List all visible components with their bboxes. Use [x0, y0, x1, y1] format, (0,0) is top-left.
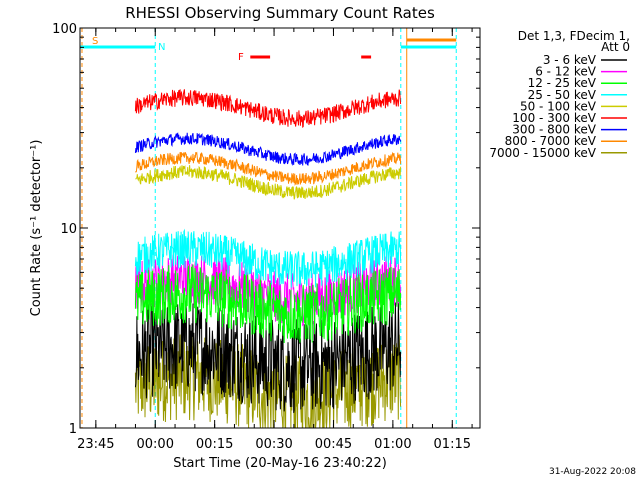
series-6-12-kev [134, 254, 402, 327]
series-300-800-kev [134, 132, 402, 167]
x-tick-label: 01:00 [374, 437, 411, 452]
y-tick-label: 1 [69, 422, 77, 437]
chart-title: RHESSI Observing Summary Count Rates [125, 4, 435, 22]
x-tick-label: 00:30 [255, 437, 292, 452]
series-800-7000-kev [135, 151, 402, 186]
legend-title-line1: Det 1,3, FDecim 1, [518, 29, 630, 43]
flag-label-n: N [158, 42, 165, 53]
series-100-300-kev [134, 89, 402, 129]
legend-entry-label: 300 - 800 keV [512, 123, 596, 137]
legend-entry-label: 800 - 7000 keV [505, 134, 597, 148]
series-50-100-kev [135, 165, 402, 200]
flag-label-f: F [238, 52, 244, 63]
legend-entry-label: 6 - 12 keV [535, 65, 597, 79]
legend-title-line2: Att 0 [601, 40, 630, 54]
legend-entry-label: 100 - 300 keV [512, 111, 596, 125]
x-tick-label: 00:00 [137, 437, 174, 452]
legend-entry-label: 3 - 6 keV [543, 53, 597, 67]
plot-area: S N F [80, 28, 457, 429]
x-tick-label: 23:45 [77, 437, 114, 452]
flag-label-s: S [92, 36, 98, 47]
y-tick-label: 10 [60, 222, 77, 237]
x-tick-label: 01:15 [434, 437, 471, 452]
x-tick-label: 00:15 [196, 437, 233, 452]
series-25-50-kev [134, 228, 402, 288]
axis-ticks: 23:45 00:00 00:15 00:30 00:45 01:00 01:15 1 10 10… [52, 22, 480, 452]
series-3-6-kev [134, 301, 402, 413]
legend-entry-label: 12 - 25 keV [528, 76, 597, 90]
series-12-25-kev [134, 264, 402, 344]
legend-entry-label: 7000 - 15000 keV [489, 146, 596, 160]
y-axis-label: Count Rate (s⁻¹ detector⁻¹) [29, 140, 44, 317]
y-tick-label: 100 [52, 22, 77, 37]
legend-entry-label: 25 - 50 keV [528, 88, 597, 102]
x-tick-label: 00:45 [315, 437, 352, 452]
legend-entry-label: 50 - 100 keV [520, 99, 597, 113]
generation-timestamp: 31-Aug-2022 20:08 [549, 467, 636, 477]
x-axis-label: Start Time (20-May-16 23:40:22) [173, 456, 387, 471]
